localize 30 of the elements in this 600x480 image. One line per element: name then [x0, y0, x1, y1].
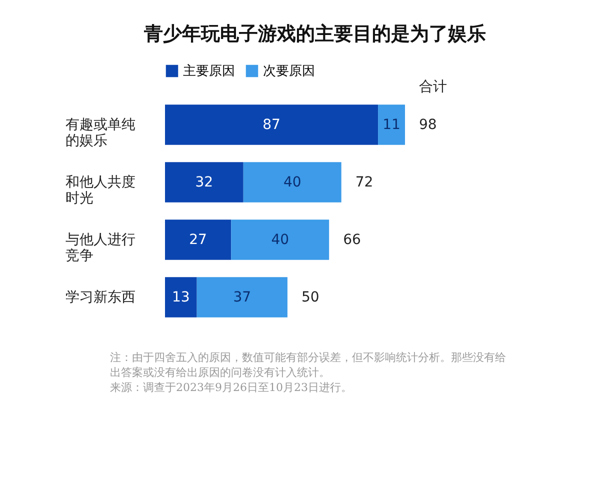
- data-label: 27: [189, 232, 207, 248]
- data-label: 87: [262, 116, 280, 133]
- data-label: 32: [195, 174, 214, 190]
- data-label: 13: [172, 289, 190, 306]
- text: 合计: [419, 78, 447, 95]
- bar: [165, 277, 197, 318]
- total-label: 66: [343, 232, 361, 248]
- data-label: 11: [382, 116, 400, 133]
- data-label: 37: [233, 289, 252, 306]
- total-label: 50: [301, 289, 320, 306]
- bar: [165, 104, 378, 145]
- y-tick-label: 有趣或单纯的娱乐: [66, 116, 136, 149]
- text: 注：由于四舍五入的原因，数值可能有部分误差，但不影响统计分析。那些没有给出答案或没有给出原因的问卷没有计入统计。: [110, 351, 507, 381]
- y-tick-label: 与他人进行竞争: [66, 232, 136, 264]
- bar: [231, 220, 330, 260]
- data-label: 40: [271, 232, 290, 248]
- y-tick-label: 和他人共度时光: [66, 174, 136, 206]
- y-tick-label: 学习新东西: [66, 289, 136, 306]
- legend-label: 主要原因: [183, 63, 235, 79]
- chart-title: 青少年玩电子游戏的主要目的是为了娱乐: [143, 23, 486, 45]
- total-label: 98: [419, 116, 437, 133]
- total-label: 72: [355, 174, 374, 190]
- bar: [243, 162, 342, 202]
- bar: [196, 277, 288, 318]
- source-note: 来源：调查于2023年9月26日至10月23日进行。: [110, 380, 353, 396]
- bar: [165, 220, 232, 260]
- legend-label: 次要原因: [263, 64, 315, 79]
- data-label: 40: [283, 174, 302, 190]
- bar: [165, 162, 244, 202]
- bar: [378, 104, 405, 145]
